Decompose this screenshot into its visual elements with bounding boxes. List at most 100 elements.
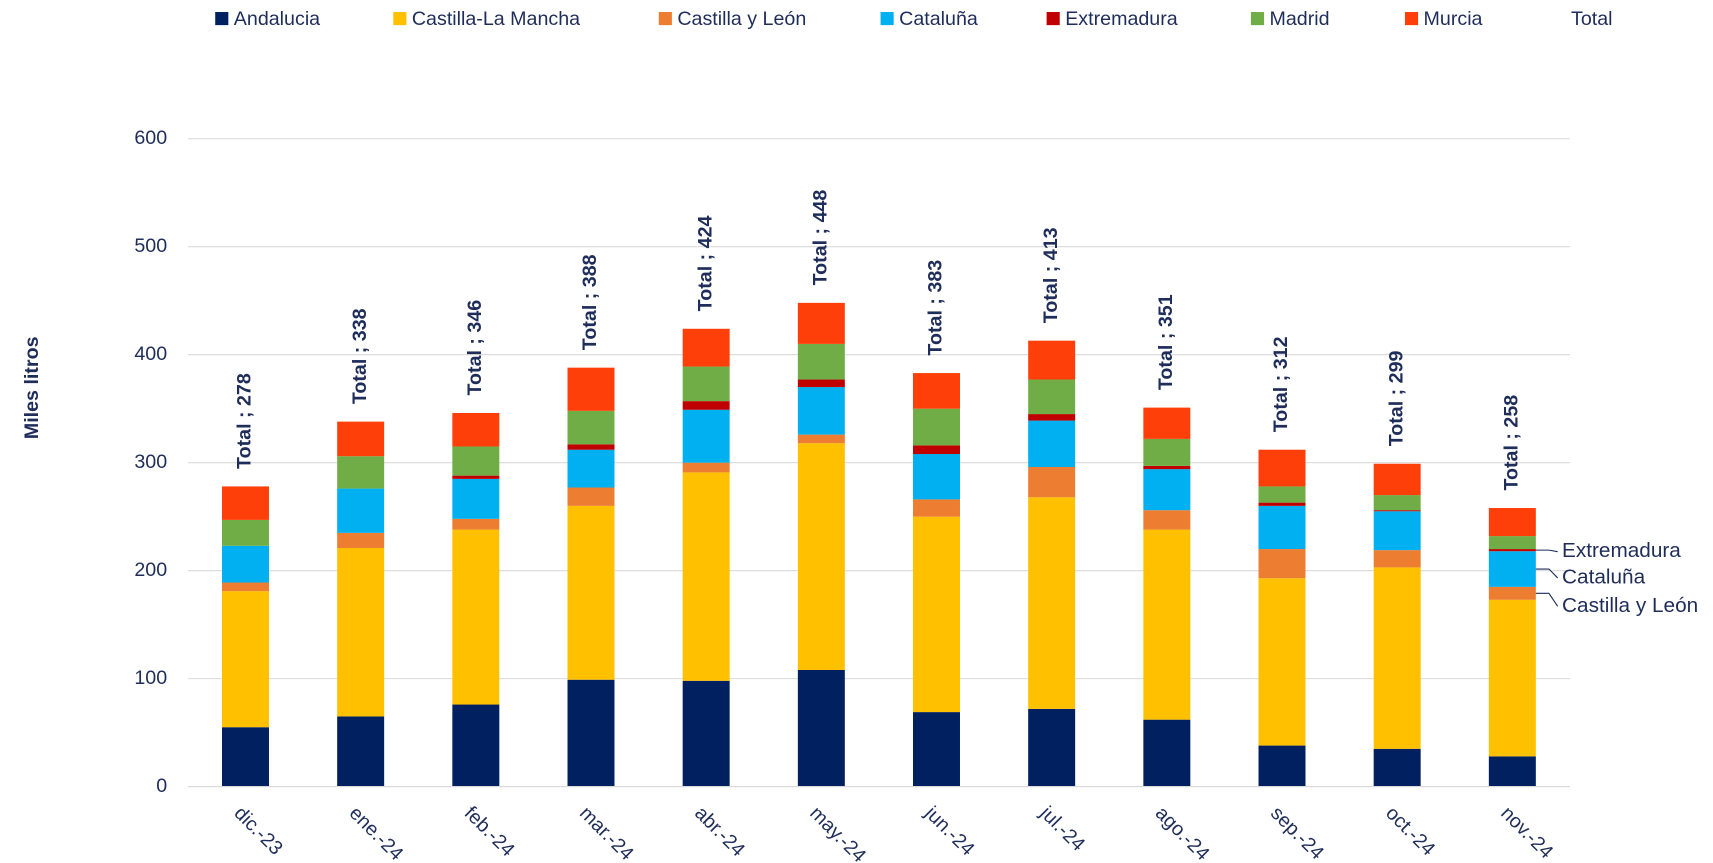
bar-segment bbox=[1373, 510, 1421, 512]
bar-segment bbox=[1258, 502, 1306, 506]
legend-label: Cataluña bbox=[899, 8, 978, 30]
series-annotation: Extremadura bbox=[1562, 539, 1681, 562]
y-tick-label: 500 bbox=[134, 235, 167, 257]
bar-segment bbox=[797, 434, 845, 444]
bar-segment bbox=[913, 408, 960, 446]
bar-segment bbox=[913, 445, 960, 455]
bar-segment bbox=[797, 343, 845, 380]
series-annotation: Cataluña bbox=[1562, 565, 1646, 588]
bar-segment bbox=[1028, 497, 1076, 709]
x-tick-label: ene.-24 bbox=[345, 802, 408, 863]
bar-segment bbox=[452, 704, 500, 787]
bar-segment bbox=[567, 410, 615, 445]
bar-segment bbox=[452, 475, 500, 479]
bar-segment bbox=[567, 367, 615, 411]
bar-segment bbox=[1488, 551, 1536, 587]
bar-segment bbox=[1028, 420, 1076, 467]
bar-segment bbox=[1028, 379, 1076, 415]
bar-segment bbox=[337, 532, 385, 548]
x-tick-label: oct.-24 bbox=[1381, 802, 1439, 860]
bar-segment bbox=[797, 302, 845, 344]
bar-segment bbox=[1028, 466, 1076, 498]
bar-segment bbox=[682, 366, 730, 402]
bar-segment bbox=[337, 488, 385, 533]
legend-label: Total bbox=[1571, 8, 1613, 30]
bar-segment bbox=[1373, 567, 1421, 749]
legend-swatch bbox=[658, 12, 672, 26]
bar-segment bbox=[452, 413, 500, 447]
bar-segment bbox=[337, 716, 385, 787]
bar-segment bbox=[1258, 578, 1306, 746]
bar-segment bbox=[913, 373, 960, 409]
plot: Miles litros 0 100 200 300 400 500 600 Andaluci… bbox=[21, 8, 1698, 863]
bar-segment bbox=[1143, 469, 1191, 511]
bar-segment bbox=[1488, 756, 1536, 787]
bar-segment bbox=[1258, 486, 1306, 503]
x-tick-label: jul.-24 bbox=[1035, 802, 1089, 856]
y-tick-label: 600 bbox=[134, 127, 167, 149]
bar-segment bbox=[797, 669, 845, 787]
total-label: Total ; 299 bbox=[1385, 350, 1407, 446]
x-tick-label: jun.-24 bbox=[920, 802, 979, 861]
x-tick-label: abr.-24 bbox=[690, 802, 749, 861]
bar-segment bbox=[913, 454, 960, 500]
bar-segment bbox=[567, 444, 615, 450]
x-tick-label: feb.-24 bbox=[460, 802, 519, 861]
x-tick-label: sep.-24 bbox=[1266, 802, 1328, 863]
bar-segment bbox=[1373, 495, 1421, 511]
y-tick-label: 0 bbox=[156, 775, 167, 797]
bar-segment bbox=[913, 712, 960, 787]
legend-label: Extremadura bbox=[1065, 8, 1178, 30]
bar-segment bbox=[1258, 745, 1306, 787]
bar-segment bbox=[1143, 407, 1191, 439]
total-label: Total ; 312 bbox=[1270, 336, 1292, 432]
bar-segment bbox=[1258, 449, 1306, 487]
x-tick-label: nov.-24 bbox=[1496, 802, 1557, 863]
legend-label: Castilla y León bbox=[677, 8, 806, 30]
bar-segment bbox=[682, 462, 730, 473]
legend-label: Andalucia bbox=[234, 8, 320, 30]
bar-segment bbox=[1143, 529, 1191, 720]
bar-segment bbox=[337, 547, 385, 717]
total-label: Total ; 448 bbox=[810, 190, 832, 286]
total-label: Total ; 424 bbox=[694, 215, 716, 311]
x-tick-label: may.-24 bbox=[805, 802, 870, 863]
bar-segment bbox=[222, 545, 269, 583]
x-tick-label: dic.-23 bbox=[230, 802, 287, 859]
y-tick-label: 300 bbox=[134, 451, 167, 473]
legend-swatch bbox=[215, 12, 229, 26]
bar-segment bbox=[1028, 708, 1076, 787]
bar-segment bbox=[452, 518, 500, 530]
bar-segment bbox=[452, 529, 500, 705]
bar-segment bbox=[1028, 414, 1076, 421]
bar-segment bbox=[567, 679, 615, 787]
legend-swatch bbox=[1404, 12, 1419, 26]
bar-segment bbox=[1143, 719, 1191, 787]
series-annotation: Castilla y León bbox=[1562, 594, 1698, 617]
y-tick-label: 100 bbox=[134, 667, 167, 689]
bar-segment bbox=[913, 499, 960, 517]
bar-segment bbox=[337, 456, 385, 489]
bar-segment bbox=[1373, 511, 1421, 551]
y-tick-label: 400 bbox=[134, 343, 167, 365]
bar-segment bbox=[1143, 438, 1191, 466]
bar-segment bbox=[452, 478, 500, 519]
bar-segment bbox=[1373, 550, 1421, 568]
bar-segment bbox=[222, 486, 269, 520]
total-label: Total ; 346 bbox=[464, 300, 486, 396]
bar-segment bbox=[1488, 586, 1536, 600]
bar-segment bbox=[222, 727, 269, 787]
bar-segment bbox=[222, 519, 269, 546]
total-label: Total ; 338 bbox=[349, 308, 371, 404]
legend-swatch bbox=[1046, 12, 1060, 26]
leader-line bbox=[1535, 568, 1559, 579]
bar-segment bbox=[337, 421, 385, 457]
bar-segment bbox=[682, 472, 730, 681]
bar-segment bbox=[452, 446, 500, 476]
total-label: Total ; 413 bbox=[1040, 227, 1062, 323]
bar-segment bbox=[797, 379, 845, 388]
total-label: Total ; 258 bbox=[1501, 395, 1523, 491]
bar-segment bbox=[222, 582, 269, 592]
bar-segment bbox=[1143, 465, 1191, 470]
